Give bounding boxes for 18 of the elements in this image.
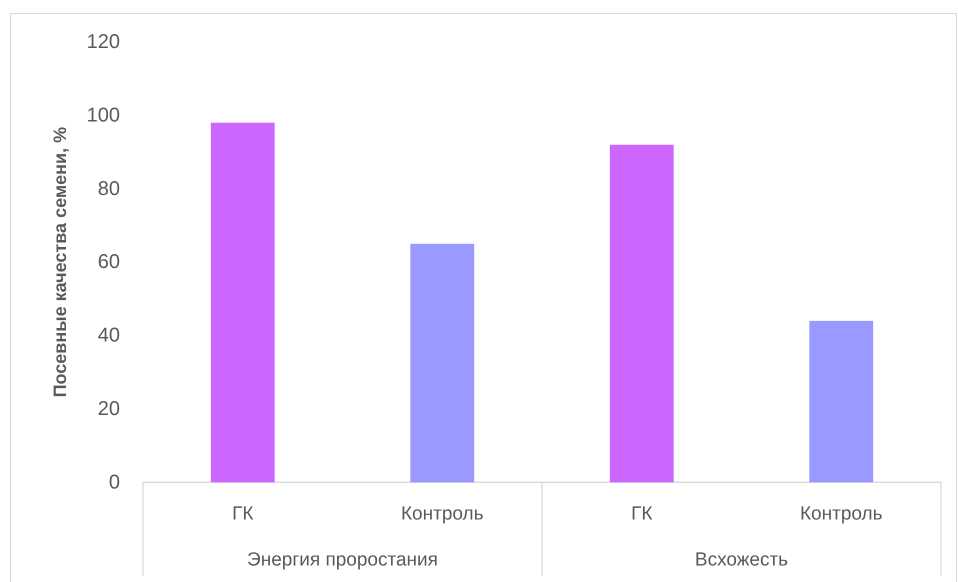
y-tick-label: 40 [98, 324, 120, 347]
y-tick-label: 120 [86, 31, 120, 53]
y-tick-label: 80 [98, 178, 120, 200]
y-tick-label: 100 [86, 104, 120, 126]
y-axis-title: Посевные качества семени, % [50, 126, 70, 398]
text: Контроль [800, 504, 883, 524]
bar [410, 244, 474, 482]
series-label: ГК [232, 504, 254, 524]
y-tick-label: 20 [98, 398, 120, 420]
series-label: Контроль [400, 504, 484, 524]
bar [610, 144, 674, 482]
x-tick-label: Всхожесть [694, 550, 788, 570]
x-tick-label: Энергия проростания [247, 550, 438, 570]
text: ГК [631, 504, 652, 524]
bar [809, 320, 874, 482]
y-tick-label: 60 [98, 251, 120, 274]
bar [210, 122, 275, 482]
y-tick-label: 0 [108, 471, 120, 494]
